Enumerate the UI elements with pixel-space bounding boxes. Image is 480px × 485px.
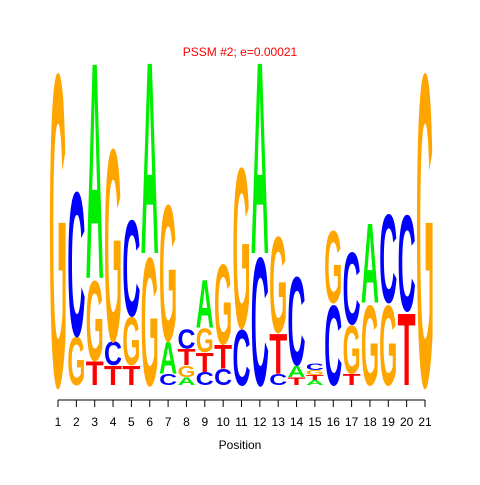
x-axis-label: Position	[219, 438, 262, 452]
logo-letter: A	[159, 332, 177, 383]
logo-letter: C	[251, 220, 269, 425]
logo-letter: C	[159, 371, 177, 389]
logo-letter: A	[86, 0, 104, 344]
logo-letter: C	[233, 312, 251, 402]
x-tick-label: 8	[183, 415, 190, 429]
logo-letter: C	[177, 324, 195, 355]
logo-letter: G	[306, 369, 324, 377]
logo-letter: C	[269, 371, 287, 389]
logo-letter: C	[104, 335, 122, 373]
logo-letter: G	[379, 281, 397, 410]
logo-letter: T	[122, 361, 141, 392]
x-tick-label: 10	[216, 415, 230, 429]
logo-letter: T	[306, 374, 324, 382]
logo-letter: A	[288, 363, 306, 381]
logo-letter: G	[343, 312, 361, 388]
x-tick-label: 17	[345, 415, 359, 429]
x-tick-label: 2	[73, 415, 80, 429]
x-tick-label: 16	[327, 415, 341, 429]
logo-letter: G	[324, 209, 342, 325]
logo-letter: G	[361, 281, 379, 410]
x-tick-label: 20	[400, 415, 414, 429]
logo-letter: C	[324, 281, 342, 410]
logo-letter: G	[49, 0, 67, 480]
x-tick-label: 19	[382, 415, 396, 429]
logo-letter: G	[416, 0, 434, 480]
logo-letter: T	[288, 375, 306, 388]
logo-letter: T	[269, 322, 287, 386]
logo-letter: G	[67, 323, 85, 399]
logo-letter: G	[141, 219, 159, 424]
logo-letter: A	[196, 265, 214, 342]
x-tick-label: 21	[418, 415, 432, 429]
x-tick-label: 1	[55, 415, 62, 429]
logo-letter: G	[214, 240, 232, 369]
x-tick-label: 14	[290, 415, 304, 429]
x-tick-label: 6	[146, 415, 153, 429]
logo-letter: T	[104, 361, 123, 392]
logo-letter: C	[196, 368, 214, 389]
logo-letter: A	[141, 5, 159, 312]
x-tick-label: 9	[201, 415, 208, 429]
logo-letter: G	[177, 363, 195, 381]
logo-letter: G	[233, 120, 251, 376]
logo-letter: T	[86, 354, 104, 393]
logo-letter: C	[379, 190, 397, 330]
x-tick-label: 13	[272, 415, 286, 429]
chart-title: PSSM #2; e=0.00021	[183, 45, 298, 59]
x-tick-label: 18	[363, 415, 377, 429]
logo-letter: A	[306, 379, 324, 387]
logo-letter: G	[104, 92, 122, 399]
logo-letter: T	[214, 337, 232, 376]
logo-letter: C	[288, 253, 306, 393]
logo-letter: G	[196, 321, 214, 360]
logo-letter: T	[398, 293, 416, 409]
x-tick-label: 3	[91, 415, 98, 429]
logo-letter: T	[196, 348, 215, 379]
x-tick-label: 15	[308, 415, 322, 429]
logo-letter: T	[177, 344, 195, 370]
logo-letter: T	[343, 371, 362, 389]
x-tick-label: 7	[165, 415, 172, 429]
logo-letter: C	[214, 365, 232, 391]
logo-letter: G	[269, 208, 287, 361]
logo-letter: A	[361, 199, 379, 328]
logo-letter: C	[398, 187, 416, 340]
logo-letter: G	[122, 304, 140, 380]
logo-letter: C	[67, 150, 85, 380]
x-tick-label: 11	[235, 415, 248, 429]
logo-letter: A	[177, 375, 195, 388]
logo-letter: A	[251, 5, 269, 312]
logo-letter: G	[86, 256, 104, 385]
x-tick-label: 4	[110, 415, 117, 429]
logo-letter: C	[306, 362, 325, 372]
logo-letter: G	[159, 165, 177, 383]
logo-letter: C	[343, 230, 361, 345]
logo-letter: C	[122, 192, 140, 345]
x-tick-label: 5	[128, 415, 135, 429]
x-tick-label: 12	[253, 415, 267, 429]
